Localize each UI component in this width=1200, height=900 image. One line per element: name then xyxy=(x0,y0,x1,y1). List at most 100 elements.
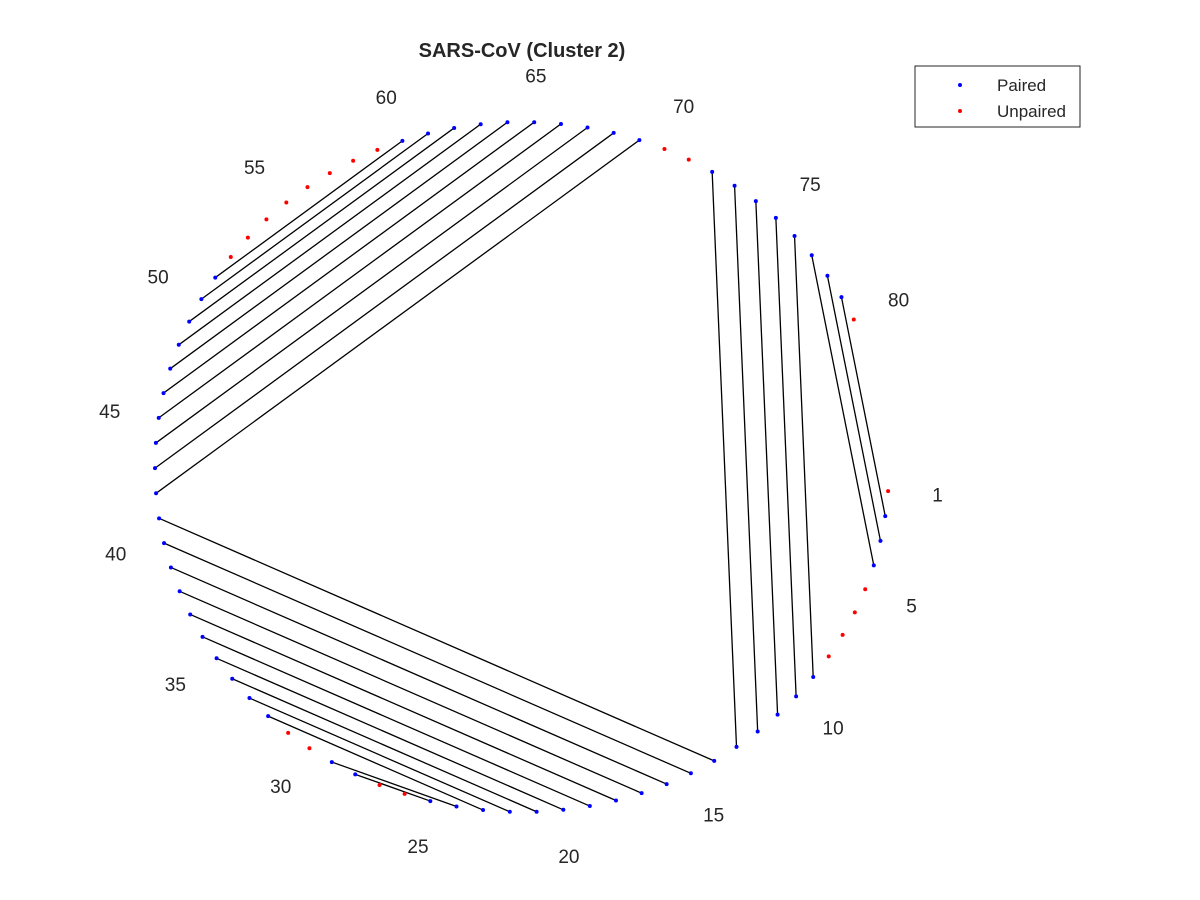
position-label: 60 xyxy=(376,88,397,109)
unpaired-nucleotide-marker xyxy=(863,587,868,592)
paired-nucleotide-marker xyxy=(825,273,830,278)
unpaired-nucleotide-marker xyxy=(264,217,269,222)
paired-nucleotide-marker xyxy=(162,541,167,546)
paired-nucleotide-marker xyxy=(454,804,459,809)
unpaired-nucleotide-marker xyxy=(377,782,382,787)
base-pair-link xyxy=(179,590,642,794)
unpaired-nucleotide-marker xyxy=(686,157,691,162)
paired-nucleotide-marker xyxy=(753,199,758,204)
paired-nucleotide-marker xyxy=(188,612,193,617)
paired-nucleotide-marker xyxy=(157,516,162,521)
base-pair-link xyxy=(775,217,797,697)
position-label: 45 xyxy=(99,402,120,423)
unpaired-nucleotide-marker xyxy=(662,147,667,152)
unpaired-nucleotide-marker xyxy=(327,171,332,176)
base-pair-link xyxy=(755,201,779,715)
paired-nucleotide-marker xyxy=(176,342,181,347)
paired-nucleotide-marker xyxy=(247,696,252,701)
paired-nucleotide-marker xyxy=(532,120,537,125)
base-pair-link xyxy=(169,121,508,370)
base-pair-link xyxy=(170,566,667,785)
paired-nucleotide-marker xyxy=(561,807,566,812)
paired-nucleotide-marker xyxy=(428,799,433,804)
base-pair-link xyxy=(249,697,511,813)
paired-nucleotide-marker xyxy=(558,121,563,126)
base-pair-link xyxy=(711,171,738,747)
base-pair-link xyxy=(158,517,715,762)
base-pair-link xyxy=(331,761,457,808)
paired-nucleotide-marker xyxy=(168,366,173,371)
legend-label-unpaired: Unpaired xyxy=(997,102,1066,121)
position-label: 50 xyxy=(148,267,169,288)
paired-nucleotide-marker xyxy=(452,125,457,130)
paired-nucleotide-marker xyxy=(507,809,512,814)
paired-nucleotide-marker xyxy=(329,760,334,765)
paired-nucleotide-marker xyxy=(199,297,204,302)
base-pair-link xyxy=(733,185,759,732)
unpaired-nucleotide-marker xyxy=(245,235,250,240)
paired-nucleotide-marker xyxy=(883,514,888,519)
paired-nucleotide-marker xyxy=(478,122,483,127)
legend: Paired Unpaired xyxy=(914,65,1081,128)
base-pair-link xyxy=(178,123,482,346)
paired-nucleotide-marker xyxy=(664,782,669,787)
paired-nucleotide-marker xyxy=(266,714,271,719)
unpaired-nucleotide-marker xyxy=(826,654,831,659)
paired-nucleotide-marker xyxy=(878,538,883,543)
chart-title: SARS-CoV (Cluster 2) xyxy=(419,40,626,62)
paired-nucleotide-marker xyxy=(613,798,618,803)
paired-nucleotide-marker xyxy=(710,169,715,174)
paired-nucleotide-marker xyxy=(534,809,539,814)
base-pair-link xyxy=(216,657,564,811)
paired-nucleotide-marker xyxy=(732,183,737,188)
unpaired-nucleotide-marker xyxy=(286,730,291,735)
paired-nucleotide-marker xyxy=(637,138,642,143)
position-label: 70 xyxy=(673,97,694,118)
position-label: 10 xyxy=(823,718,844,739)
paired-nucleotide-marker xyxy=(400,138,405,143)
paired-nucleotide-marker xyxy=(811,674,816,679)
unpaired-nucleotide-marker xyxy=(840,632,845,637)
position-label: 1 xyxy=(932,485,943,506)
base-pair-link xyxy=(355,773,431,802)
paired-nucleotide-marker xyxy=(177,589,182,594)
unpaired-nucleotide-marker xyxy=(228,255,233,260)
position-label: 15 xyxy=(703,806,724,827)
unpaired-nucleotide-marker xyxy=(852,610,857,615)
paired-nucleotide-marker xyxy=(426,131,431,136)
paired-nucleotide-marker xyxy=(481,808,486,813)
base-pair-link xyxy=(214,140,403,279)
position-label: 80 xyxy=(888,291,909,312)
position-label: 75 xyxy=(800,175,821,196)
unpaired-nucleotide-marker xyxy=(851,317,856,322)
base-pair-link xyxy=(188,127,455,323)
paired-nucleotide-marker xyxy=(585,125,590,130)
paired-nucleotide-marker xyxy=(839,295,844,300)
paired-nucleotide-marker xyxy=(154,491,159,496)
base-pair-links xyxy=(154,121,886,813)
base-pair-link xyxy=(200,132,429,300)
paired-nucleotide-marker xyxy=(755,729,760,734)
base-pair-link xyxy=(163,542,692,774)
paired-nucleotide-marker xyxy=(153,466,158,471)
legend-label-paired: Paired xyxy=(997,76,1046,95)
paired-nucleotide-marker xyxy=(353,772,358,777)
paired-nucleotide-marker xyxy=(611,130,616,135)
base-pair-link xyxy=(155,127,588,444)
base-pair-link xyxy=(231,678,537,813)
base-pair-link xyxy=(840,297,886,517)
paired-nucleotide-marker xyxy=(213,275,218,280)
paired-nucleotide-marker xyxy=(587,804,592,809)
position-label: 55 xyxy=(244,158,265,179)
position-label: 35 xyxy=(165,675,186,696)
paired-nucleotide-marker xyxy=(871,563,876,568)
base-pair-link xyxy=(189,613,617,802)
base-pair-link xyxy=(158,123,562,419)
paired-nucleotide-marker xyxy=(712,758,717,763)
unpaired-nucleotide-marker xyxy=(375,147,380,152)
paired-nucleotide-marker xyxy=(775,712,780,717)
paired-nucleotide-marker xyxy=(794,694,799,699)
unpaired-nucleotide-marker xyxy=(886,489,891,494)
unpaired-nucleotide-marker xyxy=(284,200,289,205)
